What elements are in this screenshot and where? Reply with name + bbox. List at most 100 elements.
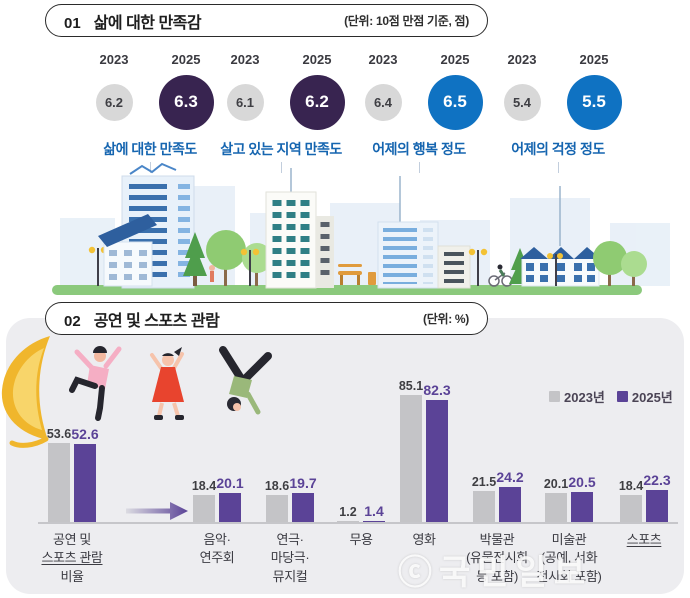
metric-happiness: 2023 6.4 2025 6.5 어제의 행복 정도 <box>334 52 504 173</box>
year-label-2025: 2025 <box>579 52 609 67</box>
x-axis-label: 영화 <box>369 531 479 549</box>
x-axis-label-line: (공예, 서화 <box>540 550 598 566</box>
solar-roof-building-icon <box>98 214 157 287</box>
bar-value-label: 20.5 <box>568 474 596 491</box>
connector-tick <box>418 162 420 173</box>
cyclist-icon <box>488 264 513 287</box>
year-label-2025: 2025 <box>302 52 332 67</box>
year-label-2025: 2025 <box>171 52 201 67</box>
bar-group: 53.6 52.6 <box>46 353 99 523</box>
bar-group: 85.1 82.3 <box>398 353 451 523</box>
street-lamp-icon <box>468 248 488 286</box>
pine-tree-icon <box>183 232 207 286</box>
value-circle-2025: 6.5 <box>427 74 483 130</box>
connector-tick <box>557 162 559 173</box>
x-axis-label: 스포츠 <box>589 531 690 549</box>
x-axis-label-line: 스포츠 <box>626 532 662 547</box>
x-axis-label-line: 뮤지컬 <box>272 568 308 584</box>
bar-2023년 <box>266 495 288 523</box>
bar-2023년 <box>473 490 495 523</box>
x-axis-label-line: 박물관 <box>479 532 515 547</box>
x-axis-label: 박물관 (유물전시회 등 포함) <box>442 531 552 586</box>
value-circle-2025: 6.3 <box>158 74 214 130</box>
bar-2025년 <box>74 444 96 523</box>
bar-value-label: 18.4 <box>618 479 644 494</box>
bar-2025년 <box>219 492 241 523</box>
connector-tick <box>149 162 151 173</box>
bar-group: 21.5 24.2 <box>471 353 524 523</box>
apartment-tower-icon <box>377 176 439 289</box>
bench-icon <box>338 264 376 285</box>
x-axis-label-line: (유물전시회 <box>466 550 528 566</box>
bar-group: 18.4 22.3 <box>618 353 671 523</box>
bar-value-label: 52.6 <box>71 426 99 443</box>
x-axis-label-line: 무용 <box>349 532 373 547</box>
x-axis-label: 미술관 (공예, 서화 전시회 포함) <box>514 531 624 586</box>
dancer-jumping-icon <box>69 346 122 421</box>
section2-header: 02 공연 및 스포츠 관람 (단위: %) <box>45 302 488 335</box>
year-label-2023: 2023 <box>368 52 398 67</box>
bar-column-2023년: 18.6 <box>265 479 289 523</box>
bar-value-label: 20.1 <box>216 474 244 491</box>
x-axis-label-line: 스포츠 관람 <box>41 550 103 566</box>
bar-group: 18.6 19.7 <box>264 353 317 523</box>
x-axis-label-line: 마당극· <box>270 550 310 566</box>
x-axis-label-line: 비율 <box>60 568 84 584</box>
value-circle-2023: 6.1 <box>226 83 264 121</box>
value-circle-2025: 5.5 <box>566 74 622 130</box>
x-axis-label-line: 영화 <box>412 532 436 547</box>
bar-column-2025년: 20.1 <box>216 474 244 523</box>
bar-2025년 <box>571 492 593 523</box>
value-circle-2023: 5.4 <box>503 83 541 121</box>
chart-legend: 2023년 2025년 <box>549 387 673 406</box>
metric-label: 어제의 걱정 정도 <box>511 141 605 157</box>
x-axis-label-line: 연주회 <box>199 550 235 566</box>
x-axis-label-line: 음악· <box>203 532 231 547</box>
bar-2023년 <box>620 495 642 523</box>
legend-label-2025: 2025년 <box>631 390 673 405</box>
street-lamp-icon <box>547 253 563 286</box>
value-circle-2023: 6.2 <box>95 83 133 121</box>
legend-swatch-2025 <box>616 391 628 402</box>
connector-tick <box>280 162 282 173</box>
bar-value-label: 24.2 <box>496 468 524 485</box>
bar-column-2025년: 82.3 <box>423 382 451 523</box>
bar-value-label: 1.2 <box>339 505 357 519</box>
legend-item-2025: 2025년 <box>616 387 673 406</box>
section1-unit: (단위: 10점 만점 기준, 점) <box>344 14 469 28</box>
bar-2023년 <box>193 495 215 523</box>
office-building-icon <box>265 168 334 289</box>
bar-value-label: 20.1 <box>543 476 569 491</box>
value-circle-2023: 6.4 <box>364 83 402 121</box>
trend-arrow-icon <box>126 502 188 520</box>
grass-strip <box>52 285 642 295</box>
bar-group: 18.4 20.1 <box>191 353 244 523</box>
bar-column-2025년: 24.2 <box>496 468 524 523</box>
bar-2023년 <box>545 492 567 523</box>
section1-number: 01 <box>64 14 81 32</box>
bar-column-2025년: 19.7 <box>289 475 317 523</box>
bar-2025년 <box>646 489 668 523</box>
pedestrian-icon <box>209 265 215 282</box>
x-axis-label-line: 미술관 <box>551 532 587 547</box>
bar-2025년 <box>426 399 448 523</box>
year-label-2025: 2025 <box>440 52 470 67</box>
x-axis-label-line: 공연 및 <box>53 532 91 547</box>
bar-column-2023년: 20.1 <box>543 476 569 523</box>
bar-2025년 <box>292 493 314 523</box>
bar-2023년 <box>48 442 70 523</box>
metric-label: 살고 있는 지역 만족도 <box>220 141 342 157</box>
metric-area-satisfaction: 2023 6.1 2025 6.2 살고 있는 지역 만족도 <box>196 52 366 173</box>
bar-column-2023년: 53.6 <box>47 427 71 523</box>
section2-panel <box>6 318 684 594</box>
bar-value-label: 19.7 <box>289 475 317 492</box>
dancer-breakdance-icon <box>219 346 272 415</box>
metric-worry: 2023 5.4 2025 5.5 어제의 걱정 정도 <box>473 52 643 173</box>
section2-title: 공연 및 스포츠 관람 <box>93 312 220 330</box>
city-skyline-illustration <box>52 162 670 295</box>
bar-column-2025년: 20.5 <box>568 474 596 523</box>
bar-2023년 <box>400 395 422 523</box>
bar-column-2023년: 18.4 <box>192 479 216 523</box>
